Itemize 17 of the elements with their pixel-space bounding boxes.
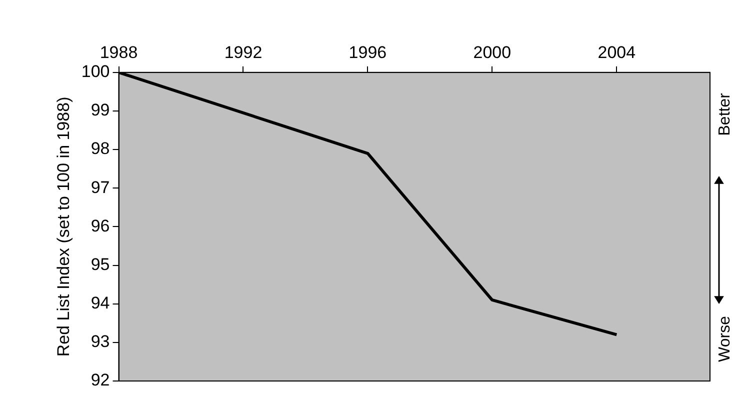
y-tick-label: 99 [90,100,110,120]
text: Worse [716,316,734,362]
x-tick-label: 1992 [224,42,262,62]
y-tick-label: 98 [90,139,110,158]
y-tick-label: 96 [90,216,110,236]
x-tick-label: 1988 [100,42,138,62]
y-axis-title: Red List Index (set to 100 in 1988) [54,96,73,357]
y-tick-label: 94 [90,294,110,313]
y-tick-label: 93 [90,332,110,352]
y-tick-label: 95 [90,254,110,274]
text: Better [716,92,734,136]
x-tick-label: 2004 [598,42,636,62]
x-tick-label: 2000 [473,42,512,62]
x-tick-label: 1996 [348,42,387,62]
y-tick-label: 100 [81,62,110,82]
y-tick-label: 97 [90,178,110,197]
y-tick-label: 92 [90,370,110,390]
